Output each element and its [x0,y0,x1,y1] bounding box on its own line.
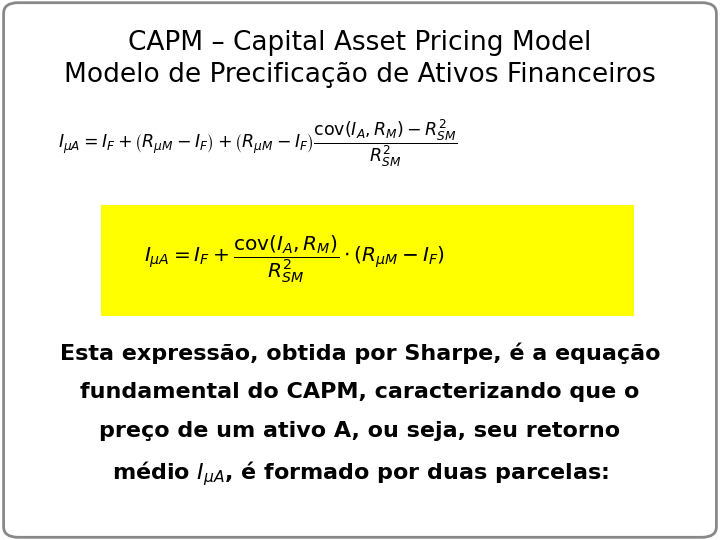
Text: $I_{\mu A} = I_F + \left(R_{\mu M} - I_F\right) + \left(R_{\mu M} - I_F\right)\d: $I_{\mu A} = I_F + \left(R_{\mu M} - I_F… [58,117,457,169]
Text: $I_{\mu A} = I_F + \dfrac{\mathrm{cov}(I_A, R_M)}{R^2_{SM}} \cdot \left(R_{\mu M: $I_{\mu A} = I_F + \dfrac{\mathrm{cov}(I… [144,233,445,285]
Text: preço de um ativo A, ou seja, seu retorno: preço de um ativo A, ou seja, seu retorn… [99,421,621,441]
Text: fundamental do CAPM, caracterizando que o: fundamental do CAPM, caracterizando que … [81,382,639,402]
FancyBboxPatch shape [101,205,634,316]
FancyBboxPatch shape [4,3,716,537]
Text: CAPM – Capital Asset Pricing Model: CAPM – Capital Asset Pricing Model [128,30,592,56]
Text: Esta expressão, obtida por Sharpe, é a equação: Esta expressão, obtida por Sharpe, é a e… [60,343,660,364]
Text: Modelo de Precificação de Ativos Financeiros: Modelo de Precificação de Ativos Finance… [64,62,656,88]
Text: médio $I_{\mu A}$, é formado por duas parcelas:: médio $I_{\mu A}$, é formado por duas pa… [112,460,608,488]
